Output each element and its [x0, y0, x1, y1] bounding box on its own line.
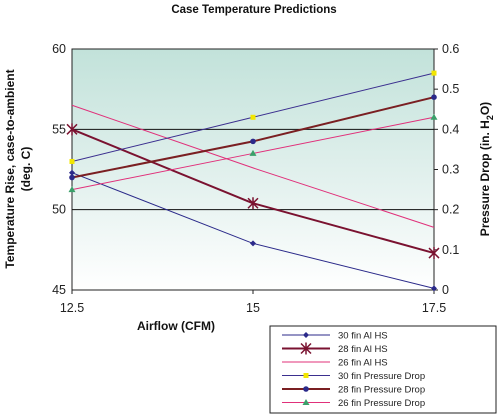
- right-tick-label: 0.4: [442, 122, 459, 136]
- x-axis-ticks: 12.5 15 17.5: [60, 290, 446, 315]
- legend-box: [269, 325, 497, 414]
- legend-label-28-fin-pressure-drop: 28 fin Pressure Drop: [338, 385, 425, 396]
- x-tick-label: 12.5: [60, 301, 84, 315]
- data-point-30-fin-pressure-drop: [250, 114, 256, 120]
- data-point-30-fin-pressure-drop: [431, 70, 437, 76]
- left-axis-ticks: 45 50 55 60: [52, 42, 66, 297]
- right-axis-label-subscript: 2: [485, 115, 495, 120]
- data-point-30-fin-al-hs: [250, 240, 256, 247]
- plot-area: [71, 48, 435, 291]
- right-tick-label: 0.2: [442, 203, 459, 217]
- x-tick-label: 17.5: [422, 301, 446, 315]
- data-point-26-fin-pressure-drop: [249, 149, 257, 156]
- left-tick-label: 55: [52, 122, 66, 136]
- x-tick-label: 15: [246, 301, 260, 315]
- legend-label-30-fin-pressure-drop: 30 fin Pressure Drop: [338, 371, 425, 382]
- data-point-28-fin-al-hs: [66, 123, 78, 136]
- data-point-28-fin-pressure-drop: [69, 174, 75, 181]
- data-point-30-fin-pressure-drop: [69, 158, 75, 164]
- data-point-28-fin-al-hs: [247, 197, 259, 210]
- series-layer: [66, 70, 440, 292]
- svg-text:Pressure Drop (in. H2O): Pressure Drop (in. H2O): [478, 102, 495, 236]
- legend-marker-26-fin-pressure-drop: [302, 399, 310, 405]
- right-tick-label: 0.3: [442, 163, 459, 177]
- legend-label-26-fin-pressure-drop: 26 fin Pressure Drop: [338, 398, 425, 409]
- legend-items: 30 fin Al HS 28 fin Al HS 26 fin Al HS 30 f…: [282, 331, 425, 409]
- left-axis-label-line2: (deg. C): [19, 147, 33, 192]
- x-axis-label: Airflow (CFM): [137, 319, 215, 333]
- right-tick-label: 0.1: [442, 243, 459, 257]
- legend-label-30-fin-al-hs: 30 fin Al HS: [338, 331, 388, 342]
- right-axis-label-end: O): [478, 102, 492, 115]
- right-axis-label-main: Pressure Drop (in. H: [478, 120, 492, 236]
- left-tick-label: 50: [52, 203, 66, 217]
- legend-marker-28-fin-al-hs: [300, 342, 312, 355]
- left-axis-label: Temperature Rise, case-to-ambient (deg. …: [3, 69, 33, 268]
- data-point-26-fin-pressure-drop: [68, 186, 76, 193]
- right-tick-label: 0.5: [442, 82, 459, 96]
- left-tick-label: 60: [52, 42, 66, 56]
- data-point-28-fin-pressure-drop: [431, 94, 437, 100]
- data-point-30-fin-al-hs: [431, 285, 437, 292]
- right-tick-label: 0.6: [442, 42, 459, 56]
- data-point-28-fin-pressure-drop: [250, 138, 256, 145]
- left-axis-label-line1: Temperature Rise, case-to-ambient: [3, 69, 17, 268]
- right-tick-label: 0: [442, 283, 449, 297]
- series-line-26-fin-al-hs: [71, 104, 435, 228]
- data-point-30-fin-al-hs: [69, 169, 75, 176]
- legend-marker-28-fin-pressure-drop: [303, 386, 309, 392]
- legend-marker-30-fin-al-hs: [303, 332, 309, 338]
- legend-label-26-fin-al-hs: 26 fin Al HS: [338, 358, 388, 369]
- legend: 30 fin Al HS 28 fin Al HS 26 fin Al HS 30 f…: [269, 325, 497, 414]
- data-point-26-fin-pressure-drop: [430, 113, 438, 120]
- right-axis-ticks: 0 0.1 0.2 0.3 0.4 0.5 0.6: [434, 42, 459, 297]
- chart-title: Case Temperature Predictions: [171, 4, 336, 16]
- legend-marker-30-fin-pressure-drop: [303, 373, 309, 378]
- data-point-28-fin-al-hs: [428, 247, 440, 260]
- left-tick-label: 45: [52, 283, 66, 297]
- legend-label-28-fin-al-hs: 28 fin Al HS: [338, 344, 388, 355]
- right-axis-label: Pressure Drop (in. H2O): [478, 102, 495, 236]
